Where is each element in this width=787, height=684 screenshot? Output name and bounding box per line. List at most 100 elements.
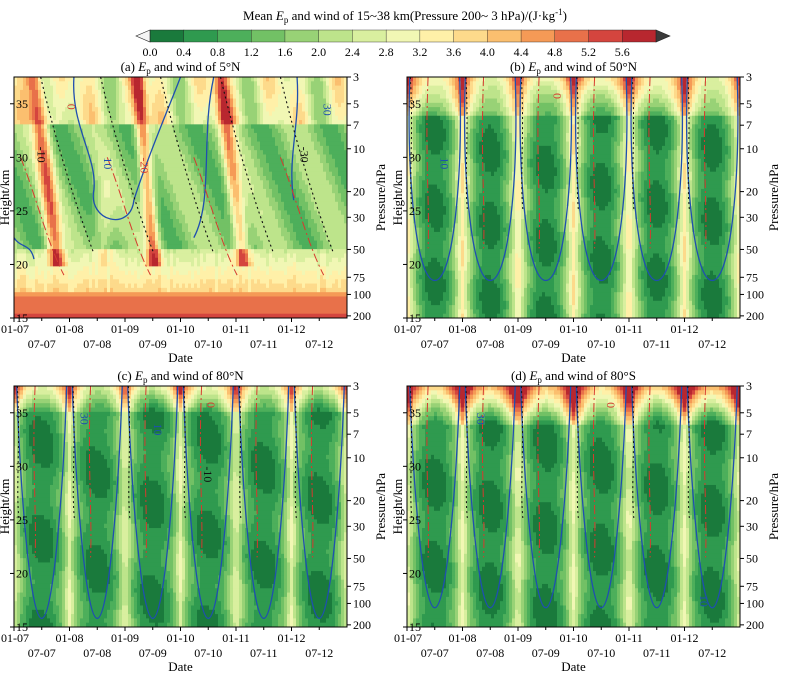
heatmap-cell: [74, 274, 78, 280]
heatmap-cell: [35, 85, 39, 91]
heatmap-cell: [110, 270, 114, 276]
heatmap-cell: [188, 300, 192, 306]
heatmap-cell: [224, 124, 228, 130]
heatmap-cell: [137, 154, 141, 160]
heatmap-cell: [17, 262, 21, 267]
heatmap-cell: [83, 292, 87, 297]
heatmap-cell: [20, 296, 24, 302]
heatmap-cell: [221, 249, 225, 254]
heatmap-cell: [125, 163, 129, 168]
heatmap-cell: [158, 270, 162, 276]
heatmap-cell: [32, 77, 36, 82]
heatmap-cell: [86, 167, 90, 173]
heatmap-cell: [89, 309, 93, 315]
heatmap-cell: [53, 283, 57, 289]
heatmap-cell: [224, 305, 228, 310]
heatmap-cell: [266, 171, 270, 177]
heatmap-cell: [227, 81, 231, 87]
heatmap-cell: [278, 184, 282, 190]
heatmap-cell: [233, 175, 237, 181]
heatmap-cell: [122, 244, 126, 250]
heatmap-cell: [116, 175, 120, 181]
heatmap-cell: [221, 137, 225, 143]
heatmap-cell: [158, 236, 162, 242]
heatmap-cell: [140, 171, 144, 177]
heatmap-cell: [32, 274, 36, 280]
heatmap-cell: [185, 197, 189, 203]
heatmap-cell: [32, 111, 36, 117]
heatmap-cell: [215, 141, 219, 147]
heatmap-cell: [53, 137, 57, 143]
heatmap-cell: [98, 167, 102, 173]
heatmap-cell: [62, 141, 66, 147]
heatmap-cell: [182, 249, 186, 254]
heatmap-cell: [185, 193, 189, 198]
heatmap-cell: [269, 167, 273, 173]
heatmap-cell: [50, 197, 54, 203]
heatmap-cell: [233, 154, 237, 160]
heatmap-cell: [17, 193, 21, 198]
heatmap-cell: [47, 141, 51, 147]
heatmap-cell: [173, 193, 177, 198]
heatmap-cell: [59, 107, 63, 112]
heatmap-cell: [272, 102, 276, 108]
heatmap-cell: [236, 266, 240, 272]
heatmap-cell: [41, 257, 45, 263]
heatmap-cell: [116, 274, 120, 280]
heatmap-cell: [266, 253, 270, 259]
heatmap-cell: [119, 206, 123, 211]
heatmap-cell: [143, 150, 147, 155]
heatmap-cell: [236, 193, 240, 198]
heatmap-cell: [194, 270, 198, 276]
heatmap-cell: [38, 98, 42, 104]
heatmap-cell: [266, 244, 270, 250]
heatmap-cell: [233, 227, 237, 233]
heatmap-cell: [200, 236, 204, 242]
heatmap-cell: [104, 89, 108, 95]
heatmap-cell: [176, 292, 180, 297]
heatmap-cell: [182, 210, 186, 216]
heatmap-cell: [272, 240, 276, 246]
heatmap-cell: [140, 262, 144, 267]
heatmap-cell: [131, 115, 135, 121]
heatmap-cell: [248, 300, 252, 306]
heatmap-cell: [65, 85, 69, 91]
heatmap-cell: [56, 89, 60, 95]
heatmap-cell: [134, 313, 138, 318]
heatmap-cell: [149, 167, 153, 173]
heatmap-cell: [71, 201, 75, 207]
heatmap-cell: [56, 167, 60, 173]
heatmap-cell: [107, 163, 111, 168]
heatmap-cell: [260, 305, 264, 310]
heatmap-cell: [218, 283, 222, 289]
heatmap-cell: [38, 219, 42, 224]
heatmap-cell: [170, 141, 174, 147]
heatmap-cell: [62, 107, 66, 112]
heatmap-cell: [200, 124, 204, 130]
heatmap-cell: [119, 201, 123, 207]
heatmap-cell: [206, 283, 210, 289]
heatmap-cell: [191, 210, 195, 216]
heatmap-cell: [68, 124, 72, 130]
heatmap-cell: [188, 175, 192, 181]
heatmap-cell: [20, 253, 24, 259]
heatmap-cell: [242, 249, 246, 254]
heatmap-cell: [47, 244, 51, 250]
heatmap-cell: [185, 300, 189, 306]
heatmap-cell: [212, 81, 216, 87]
heatmap-cell: [125, 77, 129, 82]
heatmap-cell: [131, 305, 135, 310]
heatmap-cell: [182, 279, 186, 285]
heatmap-cell: [272, 227, 276, 233]
heatmap-cell: [98, 175, 102, 181]
heatmap-cell: [95, 197, 99, 203]
heatmap-cell: [257, 206, 261, 211]
heatmap-cell: [128, 287, 132, 293]
heatmap-cell: [194, 89, 198, 95]
heatmap-cell: [128, 77, 132, 82]
heatmap-cell: [221, 163, 225, 168]
heatmap-cell: [209, 274, 213, 280]
heatmap-cell: [257, 240, 261, 246]
heatmap-cell: [20, 137, 24, 143]
heatmap-cell: [248, 287, 252, 293]
